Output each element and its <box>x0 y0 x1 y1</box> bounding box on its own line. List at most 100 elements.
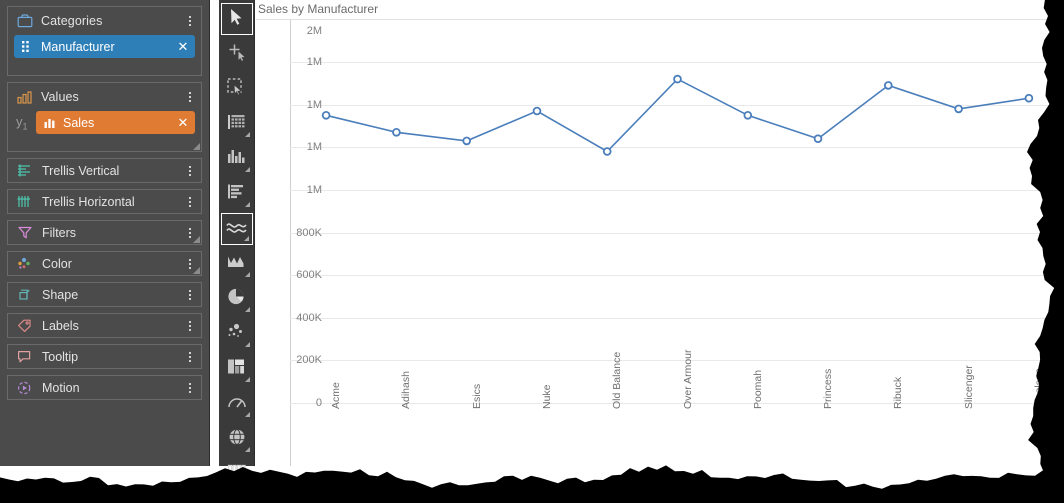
tool-expand-corner[interactable] <box>244 307 250 312</box>
line-chart-tool[interactable] <box>220 213 253 245</box>
data-point-marker[interactable] <box>321 111 331 120</box>
y-axis-tick-label: 800K <box>296 226 322 239</box>
shelf-tooltip-menu-button[interactable] <box>185 349 195 365</box>
close-icon[interactable]: ✕ <box>177 39 189 54</box>
pill-sales-label: Sales <box>63 115 95 130</box>
data-point-marker[interactable] <box>392 128 401 137</box>
data-point-marker[interactable] <box>532 106 542 116</box>
data-point-marker[interactable] <box>743 111 753 120</box>
data-point-marker[interactable] <box>954 104 963 114</box>
bar-chart-tool[interactable] <box>221 143 253 175</box>
y-axis-tick-label: 1M <box>306 98 322 111</box>
data-point-marker[interactable] <box>813 134 823 143</box>
y-axis-tick-label: 0 <box>315 397 322 409</box>
trellis-vertical-icon <box>16 163 33 179</box>
pill-sales[interactable]: Sales ✕ <box>36 111 195 134</box>
shelf-motion-menu-button[interactable] <box>185 380 195 396</box>
shelf-labels-label: Labels <box>42 318 79 333</box>
area-chart-tool[interactable] <box>221 248 253 280</box>
tool-expand-corner[interactable] <box>244 377 250 382</box>
shelf-filters-label: Filters <box>42 225 77 240</box>
y-axis-tag: y1 <box>14 114 36 132</box>
tool-expand-corner[interactable] <box>244 412 250 417</box>
dashed-box-cursor-icon <box>226 77 247 102</box>
gridline <box>290 62 1064 63</box>
shelf-color-menu-button[interactable] <box>185 256 195 272</box>
tool-expand-corner[interactable] <box>244 447 250 452</box>
y-axis-tick-label: 2M <box>306 25 322 37</box>
data-point-marker[interactable] <box>883 81 893 90</box>
line-chart-icon <box>226 219 247 240</box>
pie-chart-tool[interactable] <box>221 283 253 315</box>
pointer-select-tool[interactable] <box>220 3 253 35</box>
series-line <box>325 78 1030 153</box>
gauge-tool[interactable] <box>221 388 253 420</box>
trellis-horizontal-icon <box>16 194 33 210</box>
tool-expand-corner[interactable] <box>243 236 249 241</box>
resize-corner[interactable] <box>193 236 200 243</box>
filter-icon <box>16 225 33 241</box>
data-point-marker[interactable] <box>462 136 472 146</box>
shelf-trellis-horizontal-menu-button[interactable] <box>185 194 195 210</box>
resize-corner[interactable] <box>193 267 200 274</box>
pill-manufacturer[interactable]: Manufacturer ✕ <box>14 35 195 58</box>
shelf-values-body: y1 Sales ✕ <box>8 111 201 151</box>
shelf-shape[interactable]: Shape <box>7 282 202 307</box>
y-axis-tag-index: 1 <box>22 121 28 132</box>
shelf-trellis-vertical[interactable]: Trellis Vertical <box>7 158 202 183</box>
value-row-sales: y1 Sales ✕ <box>14 111 195 134</box>
y-axis-tick-label: 1M <box>306 183 322 196</box>
shelf-categories: Categories Manufacturer <box>7 6 202 76</box>
shelf-trellis-vertical-menu-button[interactable] <box>185 163 195 179</box>
scatter-plot-icon <box>227 323 246 345</box>
chart-canvas[interactable]: Sales by Manufacturer 0 200K 400K 600K 800K 1… <box>256 0 1064 466</box>
scatter-plot-tool[interactable] <box>221 318 253 350</box>
visualization-properties-panel: Categories Manufacturer <box>0 0 210 466</box>
tool-expand-corner[interactable] <box>244 167 250 172</box>
title-divider <box>256 19 1064 20</box>
shelf-shape-menu-button[interactable] <box>185 287 195 303</box>
tool-expand-corner[interactable] <box>244 132 250 137</box>
gridline <box>290 189 1064 191</box>
table-tool[interactable] <box>221 108 253 140</box>
y-axis-tick-label: 1M <box>306 56 322 68</box>
shelf-color[interactable]: Color <box>7 251 202 276</box>
shelf-filters-menu-button[interactable] <box>185 225 195 241</box>
y-axis-line <box>290 20 291 466</box>
horizontal-bar-tool[interactable] <box>221 178 253 210</box>
data-point-marker[interactable] <box>673 74 682 84</box>
y-axis-tick-label: 400K <box>296 311 322 324</box>
resize-corner[interactable] <box>193 143 200 150</box>
table-grid-icon <box>227 113 246 136</box>
close-icon[interactable]: ✕ <box>177 115 189 130</box>
tool-expand-corner[interactable] <box>244 342 250 347</box>
treemap-icon <box>227 358 246 380</box>
shelf-tooltip[interactable]: Tooltip <box>7 344 202 369</box>
shelf-labels[interactable]: Labels <box>7 313 202 338</box>
rectangle-select-tool[interactable] <box>221 73 253 105</box>
gridline <box>290 317 1064 319</box>
tool-expand-corner[interactable] <box>244 202 250 207</box>
cursor-arrow-icon <box>229 8 244 30</box>
tool-expand-corner[interactable] <box>244 272 250 277</box>
shelf-categories-menu-button[interactable] <box>185 13 195 29</box>
shelf-filters[interactable]: Filters <box>7 220 202 245</box>
kpi-tool[interactable] <box>221 458 253 490</box>
shelf-values-menu-button[interactable] <box>185 89 195 105</box>
marquee-add-tool[interactable] <box>221 38 253 70</box>
plus-cursor-icon <box>227 42 247 67</box>
torn-edge-shape <box>0 465 1064 503</box>
map-tool[interactable] <box>221 423 253 455</box>
gridline <box>290 232 1064 234</box>
treemap-tool[interactable] <box>221 353 253 385</box>
data-point-marker[interactable] <box>602 147 612 156</box>
data-point-marker[interactable] <box>1024 93 1034 103</box>
bar-chart-icon <box>227 148 246 170</box>
color-dots-icon <box>16 256 33 272</box>
visualization-type-toolbar <box>219 0 255 479</box>
shelf-trellis-horizontal[interactable]: Trellis Horizontal <box>7 189 202 214</box>
shelf-trellis-vertical-label: Trellis Vertical <box>42 163 120 178</box>
shelf-labels-menu-button[interactable] <box>185 318 195 334</box>
shelf-motion[interactable]: Motion <box>7 375 202 400</box>
